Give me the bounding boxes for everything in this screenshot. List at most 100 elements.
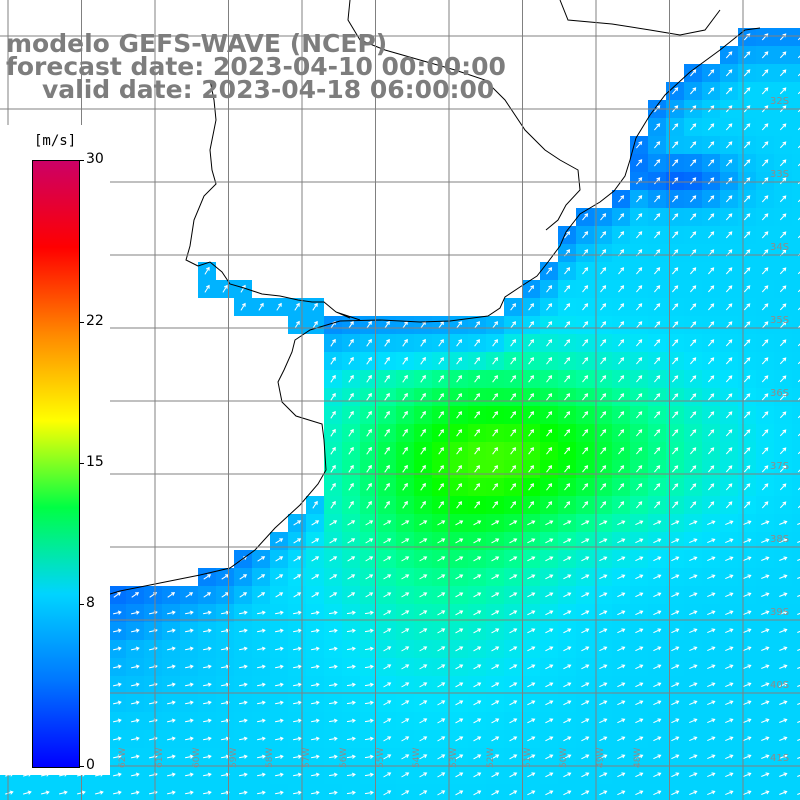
wind-arrow (779, 646, 788, 651)
wind-arrow (366, 356, 372, 365)
wind-arrow (563, 700, 572, 706)
wind-arrow (437, 790, 446, 796)
wind-arrow (707, 682, 716, 688)
wind-arrow (384, 446, 390, 455)
wind-arrow (653, 556, 662, 562)
wind-arrow (311, 628, 320, 633)
wind-arrow (743, 411, 751, 419)
wind-arrow (491, 538, 500, 544)
wind-arrow (491, 736, 500, 742)
wind-arrow (707, 610, 716, 616)
valid-date: valid date: 2023-04-18 06:00:00 (42, 75, 495, 104)
wind-arrow (636, 501, 643, 509)
wind-arrow (581, 628, 590, 634)
wind-arrow (743, 357, 751, 365)
wind-arrow (420, 392, 426, 401)
wind-arrow (202, 700, 212, 705)
wind-arrow (419, 592, 428, 598)
wind-arrow (690, 231, 697, 239)
wind-arrow (491, 592, 500, 598)
wind-arrow (743, 267, 751, 275)
wind-arrow (474, 447, 480, 455)
wind-arrow (779, 321, 787, 329)
wind-arrow (455, 664, 464, 670)
wind-arrow (672, 177, 679, 185)
wind-arrow (582, 231, 589, 239)
wind-arrow (239, 574, 248, 580)
wind-arrow (311, 538, 320, 544)
wind-arrow (474, 483, 480, 491)
wind-arrow (690, 393, 697, 401)
wind-arrow (130, 754, 140, 759)
wind-arrow (275, 574, 284, 580)
wind-arrow (582, 411, 589, 419)
wind-arrow (653, 574, 662, 580)
wind-arrow (112, 736, 122, 741)
wind-arrow (275, 772, 284, 777)
wind-arrow (797, 289, 800, 293)
speed-cell (792, 442, 800, 460)
wind-arrow (509, 538, 518, 544)
wind-arrow (725, 700, 734, 706)
wind-arrow (779, 285, 787, 293)
wind-arrow (384, 464, 390, 473)
wind-arrow (184, 736, 194, 741)
wind-arrow (456, 447, 462, 455)
wind-arrow (708, 447, 715, 455)
wind-arrow (184, 682, 194, 687)
wind-arrow (779, 700, 788, 705)
wind-arrow (725, 556, 734, 562)
wind-arrow (293, 520, 302, 526)
wind-arrow (166, 790, 176, 795)
wind-arrow (455, 592, 464, 598)
wind-arrow (419, 574, 428, 580)
wind-arrow (743, 718, 752, 724)
wind-arrow (564, 321, 571, 329)
lat-label: 32S (770, 96, 790, 107)
wind-arrow (348, 446, 354, 455)
wind-arrow (654, 267, 661, 275)
wind-arrow (384, 410, 390, 419)
speed-cell (792, 388, 800, 406)
wind-arrow (184, 772, 194, 777)
wind-arrow (743, 123, 751, 131)
speed-cell (594, 784, 612, 800)
wind-arrow (546, 429, 553, 437)
wind-arrow (797, 199, 800, 203)
wind-arrow (545, 700, 554, 706)
wind-arrow (797, 109, 800, 113)
wind-arrow (491, 628, 500, 634)
wind-arrow (293, 790, 302, 795)
wind-arrow (383, 700, 392, 706)
wind-arrow (797, 451, 800, 455)
wind-arrow (474, 339, 480, 347)
wind-arrow (708, 267, 715, 275)
wind-arrow (456, 339, 462, 347)
wind-arrow (672, 483, 679, 491)
wind-arrow (636, 267, 643, 275)
speed-cell (216, 784, 234, 800)
wind-arrow (743, 375, 751, 383)
wind-arrow (564, 447, 571, 455)
wind-arrow (166, 664, 176, 669)
wind-arrow (617, 772, 626, 778)
wind-arrow (257, 772, 266, 777)
wind-arrow (707, 700, 716, 706)
wind-arrow (618, 483, 625, 491)
wind-arrow (708, 231, 715, 239)
speed-cell (792, 784, 800, 800)
wind-arrow (599, 664, 608, 670)
wind-arrow (779, 538, 788, 543)
wind-arrow (600, 501, 607, 509)
wind-arrow (401, 736, 410, 742)
wind-arrow (654, 465, 661, 473)
wind-arrow (689, 790, 698, 796)
wind-arrow (528, 303, 534, 311)
wind-arrow (545, 682, 554, 688)
wind-arrow (491, 520, 500, 526)
wind-arrow (779, 628, 788, 633)
wind-arrow (743, 465, 751, 473)
wind-arrow (779, 664, 788, 669)
wind-arrow (346, 790, 356, 795)
wind-arrow (545, 556, 554, 562)
